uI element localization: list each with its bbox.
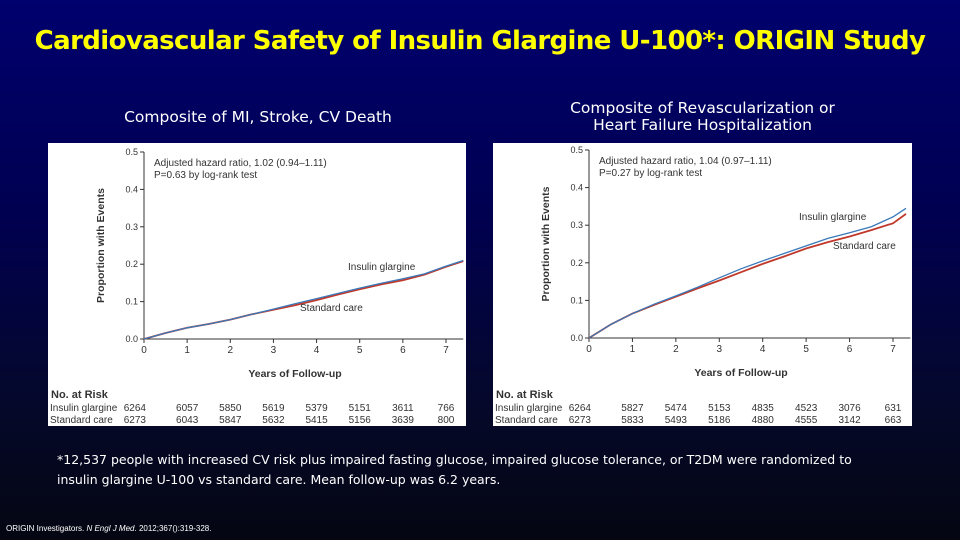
footnote-line-2: insulin glargine U-100 vs standard care.… xyxy=(57,472,501,487)
risk-row-label: Standard care xyxy=(50,415,113,426)
y-tick-label: 0.4 xyxy=(125,184,138,194)
risk-value: 5847 xyxy=(219,415,242,426)
risk-value: 5156 xyxy=(349,415,372,426)
footnote-line-1: *12,537 people with increased CV risk pl… xyxy=(57,452,852,467)
x-tick-label: 3 xyxy=(717,344,723,355)
x-axis-label: Years of Follow-up xyxy=(248,368,341,380)
series-label-standard-care: Standard care xyxy=(833,241,896,252)
x-tick-label: 3 xyxy=(271,345,277,356)
chart-1-title: Composite of MI, Stroke, CV Death xyxy=(124,108,392,126)
p-value-annotation: P=0.63 by log-rank test xyxy=(154,170,257,181)
risk-value: 3076 xyxy=(838,403,861,414)
risk-value: 631 xyxy=(885,403,902,414)
risk-table-header: No. at Risk xyxy=(496,389,554,401)
risk-value: 5632 xyxy=(262,415,285,426)
series-line-insulin-glargine xyxy=(143,259,464,340)
risk-value: 4880 xyxy=(752,415,775,426)
y-tick-label: 0.1 xyxy=(125,297,138,307)
y-tick-label: 0.3 xyxy=(570,220,583,230)
risk-value: 5619 xyxy=(262,403,285,414)
risk-value: 663 xyxy=(885,415,902,426)
risk-value: 766 xyxy=(438,403,455,414)
risk-value: 6043 xyxy=(176,415,199,426)
risk-value: 5827 xyxy=(621,403,644,414)
risk-value: 5833 xyxy=(621,415,644,426)
series-line-standard-care xyxy=(588,213,907,339)
risk-value: 5186 xyxy=(708,415,731,426)
citation-authors: ORIGIN Investigators. xyxy=(6,524,87,533)
chart-2-panel: 0.0 0.1 0.2 0.3 0.4 0.5 0 1 2 3 4 5 6 7 Years of Follo… xyxy=(493,143,912,426)
series-label-standard-care: Standard care xyxy=(300,303,363,314)
series-label-insulin-glargine: Insulin glargine xyxy=(799,212,867,223)
risk-value: 6264 xyxy=(124,403,147,414)
x-axis-label: Years of Follow-up xyxy=(694,367,787,379)
y-tick-label: 0.4 xyxy=(570,183,583,193)
x-tick-label: 5 xyxy=(357,345,363,356)
y-tick-label: 0.1 xyxy=(570,295,583,305)
y-tick-label: 0.3 xyxy=(125,222,138,232)
hazard-ratio-annotation: Adjusted hazard ratio, 1.04 (0.97–1.11) xyxy=(599,156,772,167)
citation-rest: . 2012;367():319-328. xyxy=(134,524,212,533)
risk-value: 5153 xyxy=(708,403,731,414)
risk-value: 4835 xyxy=(752,403,775,414)
x-tick-label: 4 xyxy=(314,345,320,356)
risk-value: 6273 xyxy=(124,415,147,426)
y-tick-label: 0.5 xyxy=(125,147,138,157)
x-tick-label: 7 xyxy=(890,344,896,355)
x-tick-label: 0 xyxy=(586,344,592,355)
x-tick-label: 6 xyxy=(847,344,853,355)
y-tick-label: 0.0 xyxy=(125,334,138,344)
chart-2-svg: 0.0 0.1 0.2 0.3 0.4 0.5 0 1 2 3 4 5 6 7 Years of Follo… xyxy=(495,145,911,426)
x-tick-label: 1 xyxy=(184,345,190,356)
x-tick-label: 7 xyxy=(443,345,449,356)
hazard-ratio-annotation: Adjusted hazard ratio, 1.02 (0.94–1.11) xyxy=(154,158,327,169)
x-tick-label: 6 xyxy=(400,345,406,356)
risk-value: 6264 xyxy=(569,403,592,414)
risk-value: 6057 xyxy=(176,403,199,414)
series-line-insulin-glargine xyxy=(588,207,907,339)
chart-1-panel: 0.0 0.1 0.2 0.3 0.4 0.5 0 1 2 3 4 5 6 7 Years of Follo… xyxy=(48,143,466,426)
y-tick-label: 0.2 xyxy=(125,259,138,269)
risk-row-label: Insulin glargine xyxy=(495,403,563,414)
risk-value: 5493 xyxy=(665,415,688,426)
risk-value: 3611 xyxy=(392,403,414,414)
risk-value: 800 xyxy=(438,415,455,426)
chart-2-title: Composite of Revascularization or Heart … xyxy=(570,99,835,134)
risk-value: 6273 xyxy=(569,415,592,426)
x-tick-label: 5 xyxy=(803,344,809,355)
y-axis-label: Proportion with Events xyxy=(95,188,107,303)
x-tick-label: 2 xyxy=(228,345,234,356)
risk-value: 5415 xyxy=(305,415,328,426)
risk-value: 5850 xyxy=(219,403,242,414)
risk-value: 4555 xyxy=(795,415,818,426)
risk-table-header: No. at Risk xyxy=(51,389,109,401)
y-tick-label: 0.5 xyxy=(570,145,583,155)
series-label-insulin-glargine: Insulin glargine xyxy=(348,262,416,273)
x-tick-label: 4 xyxy=(760,344,766,355)
citation-journal: N Engl J Med xyxy=(86,524,135,533)
y-tick-label: 0.0 xyxy=(570,333,583,343)
x-tick-label: 2 xyxy=(673,344,679,355)
slide-title: Cardiovascular Safety of Insulin Glargin… xyxy=(34,26,926,56)
risk-row-label: Standard care xyxy=(495,415,558,426)
chart-1-svg: 0.0 0.1 0.2 0.3 0.4 0.5 0 1 2 3 4 5 6 7 Years of Follo… xyxy=(50,147,464,426)
risk-value: 5474 xyxy=(665,403,688,414)
risk-value: 4523 xyxy=(795,403,818,414)
risk-value: 5379 xyxy=(305,403,328,414)
risk-value: 5151 xyxy=(349,403,372,414)
p-value-annotation: P=0.27 by log-rank test xyxy=(599,168,702,179)
risk-row-label: Insulin glargine xyxy=(50,403,118,414)
y-axis-label: Proportion with Events xyxy=(540,186,552,301)
footnote: *12,537 people with increased CV risk pl… xyxy=(57,450,852,490)
risk-value: 3639 xyxy=(392,415,415,426)
x-tick-label: 1 xyxy=(630,344,636,355)
risk-value: 3142 xyxy=(838,415,861,426)
x-tick-label: 0 xyxy=(141,345,147,356)
y-tick-label: 0.2 xyxy=(570,258,583,268)
citation: ORIGIN Investigators. N Engl J Med. 2012… xyxy=(6,524,211,533)
